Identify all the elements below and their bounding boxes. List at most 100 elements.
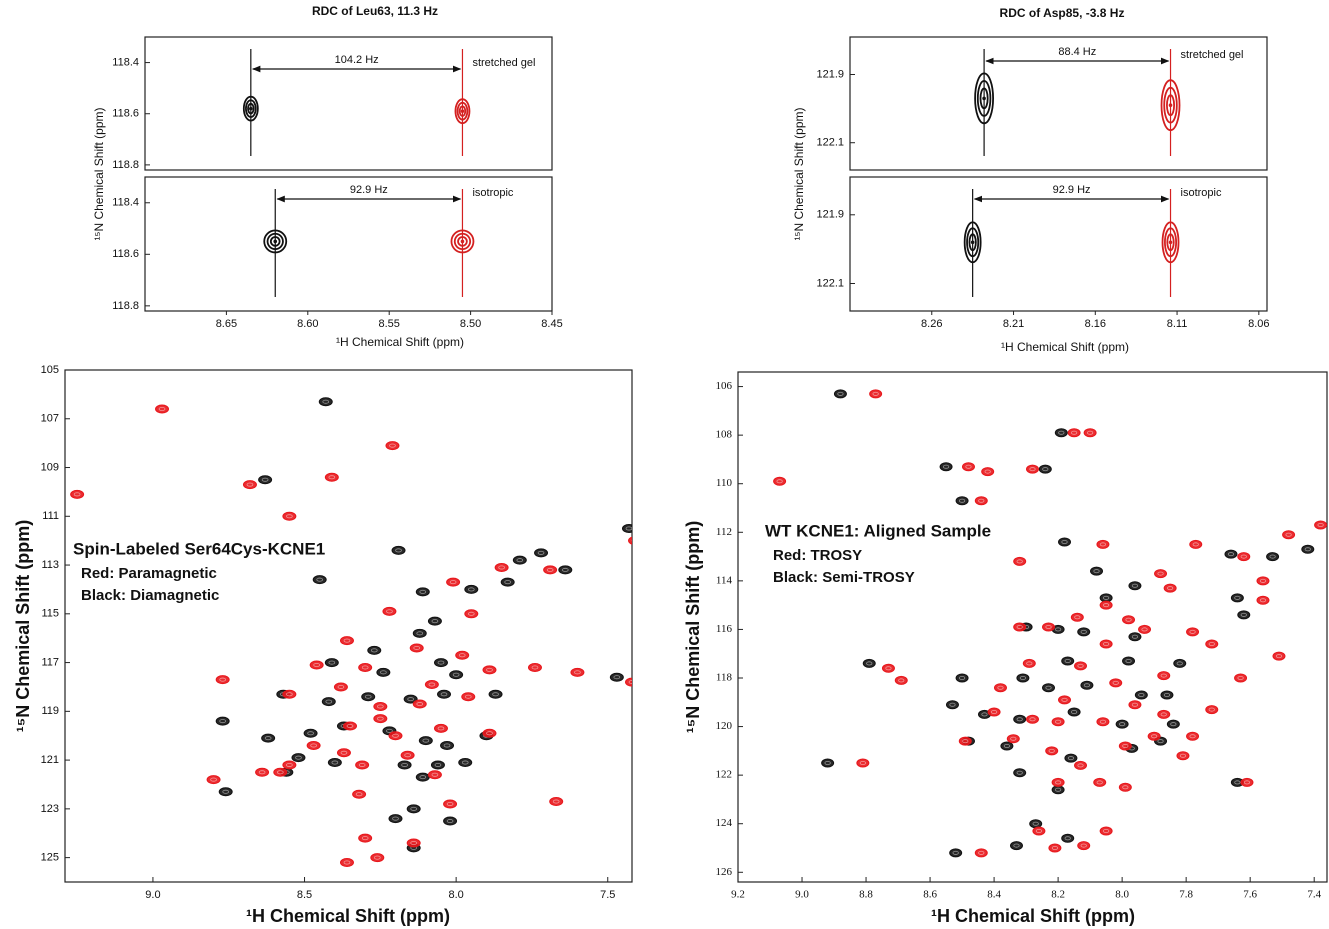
peak-contour <box>395 548 402 553</box>
peak-contour <box>1131 702 1139 707</box>
peak-contour <box>449 670 464 680</box>
peak <box>324 472 339 482</box>
peak-contour <box>286 762 293 767</box>
peak-contour <box>219 719 226 724</box>
peak-contour <box>454 98 471 125</box>
y-tick-label: 124 <box>716 817 733 829</box>
peak <box>821 758 835 768</box>
peak <box>1013 556 1027 566</box>
y-tick-label: 118.4 <box>112 56 139 68</box>
y-tick-label: 118.6 <box>112 108 139 120</box>
peak-contour <box>419 775 427 780</box>
peak-contour <box>1157 671 1171 681</box>
peak-contour <box>824 761 831 766</box>
x-tick-label: 8.8 <box>859 889 873 901</box>
peak-contour <box>467 611 475 616</box>
peak <box>1234 673 1248 683</box>
peak-contour <box>458 653 466 658</box>
peak-contour <box>269 236 281 247</box>
peak <box>370 853 385 863</box>
peak-contour <box>313 663 320 668</box>
peak-contour <box>282 760 297 770</box>
peak-contour <box>343 638 351 643</box>
peak-contour <box>245 99 257 118</box>
peak-contour <box>1234 780 1241 785</box>
peak-contour <box>776 479 783 484</box>
peak-contour <box>1115 719 1129 729</box>
peak-contour <box>866 661 873 666</box>
peak-contour <box>862 658 876 668</box>
peak <box>1301 544 1315 554</box>
peak <box>963 221 982 264</box>
peak-contour <box>1157 709 1171 719</box>
peak-contour <box>1301 544 1315 554</box>
peak-contour <box>1314 520 1327 530</box>
peak-contour <box>1163 693 1171 698</box>
peak-contour <box>1189 539 1203 549</box>
peak-contour <box>833 389 847 399</box>
peak <box>609 672 624 682</box>
peak-contour <box>1000 741 1014 751</box>
peak-contour <box>258 475 273 485</box>
chart-title: RDC of Asp85, -3.8 Hz <box>1000 6 1125 20</box>
peak-contour <box>370 853 385 863</box>
peak-contour <box>821 758 835 768</box>
peak-contour <box>331 760 339 765</box>
peak-contour <box>1128 632 1142 642</box>
peak <box>433 723 448 733</box>
peak-contour <box>1048 843 1062 853</box>
peak-contour <box>1138 693 1145 698</box>
peak-contour <box>1160 79 1181 132</box>
peak-contour <box>403 694 418 704</box>
peak-contour <box>1054 428 1068 438</box>
peak-contour <box>1109 678 1123 688</box>
peak-contour <box>1234 595 1241 600</box>
peak <box>333 682 348 692</box>
peak-contour <box>993 683 1007 693</box>
peak-contour <box>997 685 1004 690</box>
peak <box>321 697 336 707</box>
peak-contour <box>416 631 424 636</box>
peak-contour <box>361 836 369 841</box>
peak-contour <box>358 833 373 843</box>
peak-contour <box>404 753 411 758</box>
peak-contour <box>355 792 363 797</box>
x-tick-label: 7.8 <box>1179 889 1193 901</box>
peak-contour <box>461 692 476 702</box>
peak-contour <box>1035 829 1043 834</box>
peak-contour <box>1074 615 1081 620</box>
peak-contour <box>276 770 284 775</box>
peak <box>974 496 988 506</box>
peak-contour <box>346 723 354 728</box>
peak-contour <box>1061 833 1075 843</box>
peak-contour <box>437 660 445 665</box>
peak-contour <box>1256 595 1270 605</box>
peak-contour <box>1205 705 1219 715</box>
peak-contour <box>358 662 373 672</box>
peak-contour <box>1099 639 1113 649</box>
plot-frame <box>64 369 633 883</box>
peak <box>406 838 421 848</box>
peak <box>1096 539 1110 549</box>
peak-contour <box>488 689 503 699</box>
peak-contour <box>457 236 468 247</box>
peak <box>1147 731 1161 741</box>
peak-contour <box>219 677 226 682</box>
peak-contour <box>955 496 969 506</box>
peak-contour <box>1061 697 1068 702</box>
panel: 121.9 122.1 RDC of Asp85, -3.8 Hz ¹⁵N Chemi… <box>792 6 1268 241</box>
peak <box>291 753 306 763</box>
peak <box>1176 751 1190 761</box>
peak-contour <box>613 675 621 680</box>
peak <box>412 699 427 709</box>
x-tick-label: 9.2 <box>731 889 745 901</box>
peak-contour <box>246 482 254 487</box>
peak-contour <box>1186 627 1200 637</box>
y-axis-label: ¹⁵N Chemical Shift (ppm) <box>683 521 703 733</box>
peak-contour <box>504 580 512 585</box>
peak-contour <box>979 87 989 110</box>
peak-contour <box>325 699 333 704</box>
peak-contour <box>1243 780 1251 785</box>
peak-contour <box>1013 556 1027 566</box>
peak <box>1099 600 1113 610</box>
